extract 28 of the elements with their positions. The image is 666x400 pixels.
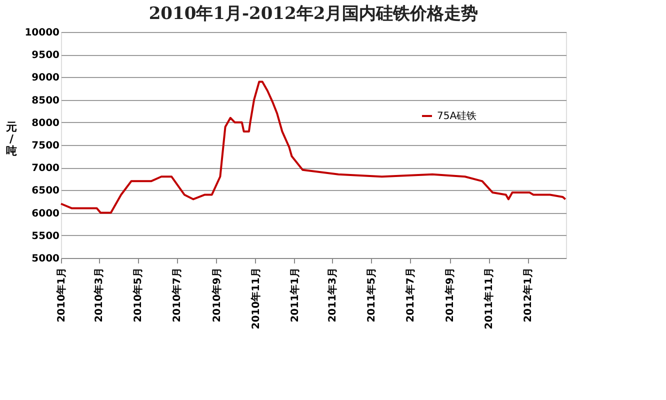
chart-title: 2010年1月-2012年2月国内硅铁价格走势	[148, 4, 478, 24]
y-tick-label: 5500	[32, 230, 60, 242]
y-tick-label: 6500	[32, 186, 60, 197]
y-tick-label: 5000	[32, 254, 60, 264]
x-tick-label: 2010年11月	[250, 268, 262, 330]
y-tick-label: 9500	[32, 50, 60, 62]
x-tick-label: 2011年7月	[404, 268, 417, 322]
x-tick-label: 2011年11月	[483, 268, 496, 330]
x-tick-label: 2010年1月	[56, 268, 68, 322]
x-tick-label: 2011年5月	[366, 268, 378, 322]
x-tick-label: 2010年3月	[93, 268, 106, 322]
x-tick-label: 2011年3月	[326, 268, 339, 322]
y-tick-label: 8000	[32, 118, 60, 129]
y-axis-title: 元/吨	[5, 120, 17, 158]
x-tick-label: 2011年1月	[288, 268, 301, 322]
y-tick-label: 7000	[32, 163, 60, 174]
y-tick-label: 10000	[24, 28, 60, 38]
legend-label: 75A硅铁	[437, 110, 477, 122]
x-tick-label: 2011年9月	[444, 268, 456, 322]
y-tick-label: 7500	[32, 140, 60, 152]
x-tick-label: 2012年1月	[522, 268, 534, 322]
x-tick-label: 2010年7月	[171, 268, 184, 322]
line-series	[60, 80, 566, 214]
y-tick-label: 6000	[32, 208, 60, 220]
x-tick-label: 2010年9月	[210, 268, 223, 322]
y-tick-label: 8500	[32, 95, 60, 106]
y-tick-label: 9000	[32, 72, 60, 84]
x-tick-label: 2010年5月	[132, 268, 144, 322]
